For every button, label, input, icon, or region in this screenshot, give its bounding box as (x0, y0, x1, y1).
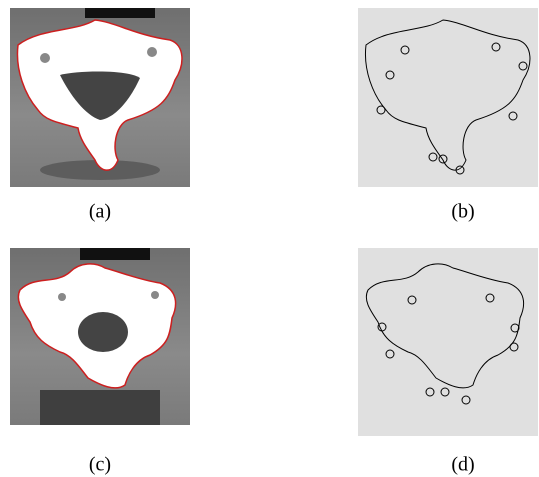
foramen (58, 293, 66, 301)
panel-d (358, 248, 538, 436)
caption: (c) (89, 454, 111, 476)
panel-a (10, 8, 190, 187)
foramen (147, 47, 157, 57)
panel-c (10, 248, 190, 425)
caption: (d) (451, 454, 474, 476)
caption: (a) (89, 201, 111, 223)
ct-dark-region (80, 248, 150, 260)
panel-b (358, 8, 538, 187)
caption: (b) (451, 201, 474, 223)
ct-tissue (40, 390, 160, 425)
foramen (151, 291, 159, 299)
foramen (40, 53, 50, 63)
spinal-canal (78, 312, 128, 352)
contour-background (358, 8, 538, 187)
contour-background (358, 248, 538, 436)
ct-dark-region (85, 8, 155, 18)
figure: (a) (b) (c) (0, 0, 539, 477)
